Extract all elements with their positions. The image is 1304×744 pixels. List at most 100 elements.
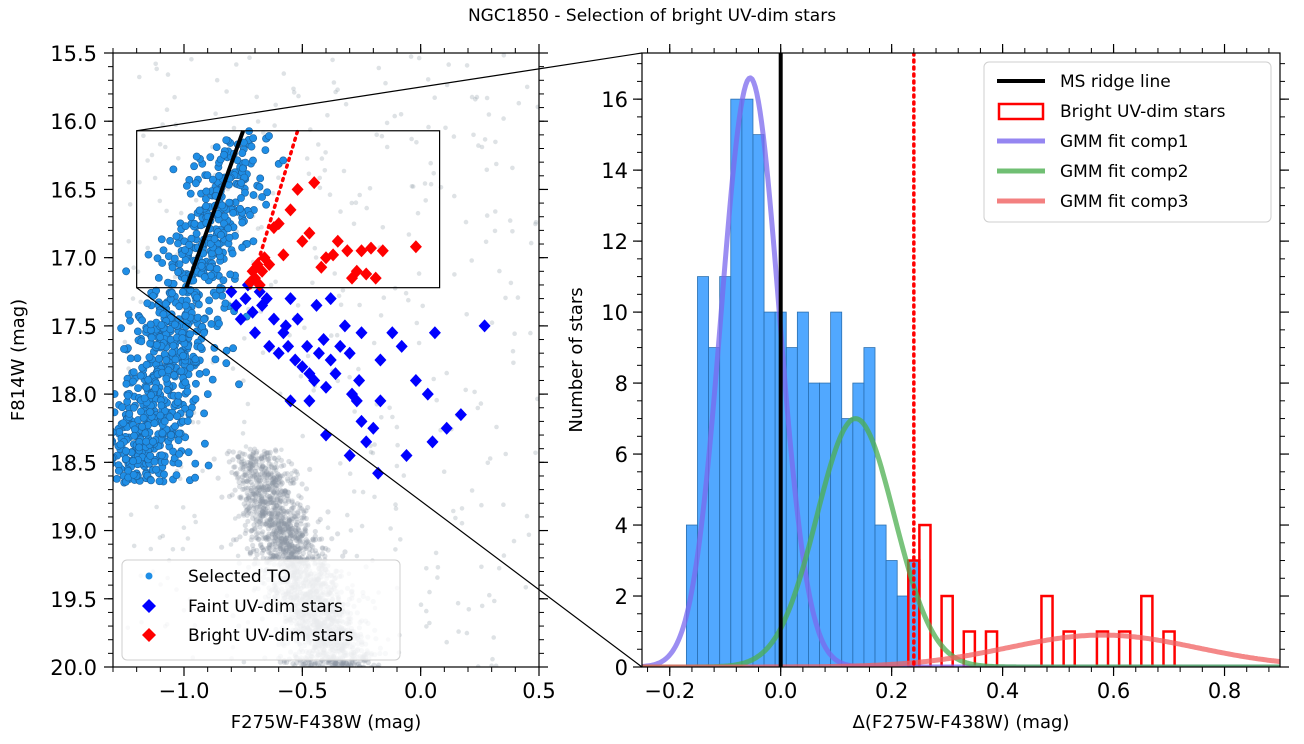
selected-to-star <box>219 276 228 285</box>
selected-to-star <box>146 451 155 460</box>
background-star <box>287 526 293 532</box>
selected-to-star <box>200 409 208 418</box>
background-star <box>239 474 245 480</box>
background-star <box>290 480 296 486</box>
selected-to-star <box>142 383 151 392</box>
faint-uvdim-star <box>312 346 325 360</box>
background-star <box>343 667 348 672</box>
selected-to-star <box>140 394 149 403</box>
background-star <box>277 500 283 506</box>
background-star <box>245 495 252 501</box>
background-star <box>277 496 283 502</box>
background-star <box>289 550 295 556</box>
background-star <box>293 554 299 560</box>
background-star <box>279 529 285 535</box>
background-star <box>408 54 414 59</box>
background-star <box>157 142 163 147</box>
background-star <box>230 457 236 463</box>
background-star <box>309 548 315 554</box>
background-star <box>284 532 290 538</box>
background-star <box>356 366 361 372</box>
background-star <box>296 536 302 542</box>
background-star <box>178 210 184 216</box>
background-star <box>394 424 400 430</box>
background-star <box>269 535 275 541</box>
background-star <box>266 522 272 528</box>
background-star <box>305 538 311 544</box>
background-star <box>278 536 285 542</box>
background-star <box>348 663 354 667</box>
background-star <box>335 661 341 667</box>
background-star <box>276 175 281 180</box>
background-star <box>286 549 292 555</box>
background-star <box>246 465 252 472</box>
background-star <box>236 474 242 480</box>
selected-to-star <box>133 327 142 336</box>
selected-to-star <box>147 391 155 400</box>
selected-to-star <box>186 363 195 372</box>
background-star <box>253 490 259 496</box>
background-star <box>441 469 447 475</box>
background-star <box>305 663 311 667</box>
selected-to-star <box>279 156 288 165</box>
background-star <box>250 546 256 552</box>
background-star <box>281 490 287 497</box>
background-star <box>270 488 276 494</box>
selected-to-star <box>138 422 146 431</box>
selected-to-star <box>169 165 178 174</box>
background-star <box>271 495 277 501</box>
faint-uvdim-star <box>317 333 330 346</box>
background-star <box>374 132 380 138</box>
background-star <box>289 527 295 533</box>
background-star <box>277 541 283 547</box>
background-star <box>344 672 349 677</box>
faint-uvdim-star <box>291 312 304 326</box>
background-star <box>342 677 347 682</box>
background-star <box>248 461 254 467</box>
background-star <box>258 512 264 518</box>
background-star <box>267 494 273 500</box>
background-star <box>329 333 334 338</box>
background-star <box>276 534 282 541</box>
background-star <box>294 555 300 561</box>
background-star <box>341 660 347 666</box>
background-star <box>243 508 249 514</box>
background-star <box>308 663 314 667</box>
background-star <box>484 213 490 218</box>
background-star <box>280 511 286 517</box>
background-star <box>257 489 263 495</box>
background-star <box>270 190 276 196</box>
background-star <box>296 493 302 499</box>
selected-to-star <box>160 470 168 479</box>
selected-to-star <box>130 425 139 434</box>
background-star <box>279 540 285 546</box>
background-star <box>344 660 350 666</box>
selected-to-star <box>125 409 134 418</box>
background-star <box>269 481 275 486</box>
background-star <box>284 493 290 499</box>
selected-to-star <box>249 134 258 142</box>
background-star <box>250 462 256 468</box>
background-star <box>345 675 350 680</box>
background-star <box>259 453 265 459</box>
background-star <box>420 303 426 309</box>
background-star <box>252 492 258 498</box>
background-star <box>254 547 260 554</box>
background-star <box>250 453 256 459</box>
background-star <box>268 542 274 548</box>
selected-to-star <box>186 189 195 198</box>
background-star <box>275 497 281 503</box>
background-star <box>313 255 319 260</box>
background-star <box>272 533 278 539</box>
selected-to-star <box>115 427 124 436</box>
selected-to-star <box>236 204 244 213</box>
background-star <box>393 502 398 507</box>
background-star <box>287 523 293 529</box>
background-star <box>341 671 346 676</box>
bright-uvdim-star <box>277 248 290 262</box>
background-star <box>253 458 259 464</box>
selected-to-star <box>144 375 153 384</box>
selected-to-star <box>113 438 116 447</box>
background-star <box>277 497 284 504</box>
background-star <box>336 668 341 673</box>
